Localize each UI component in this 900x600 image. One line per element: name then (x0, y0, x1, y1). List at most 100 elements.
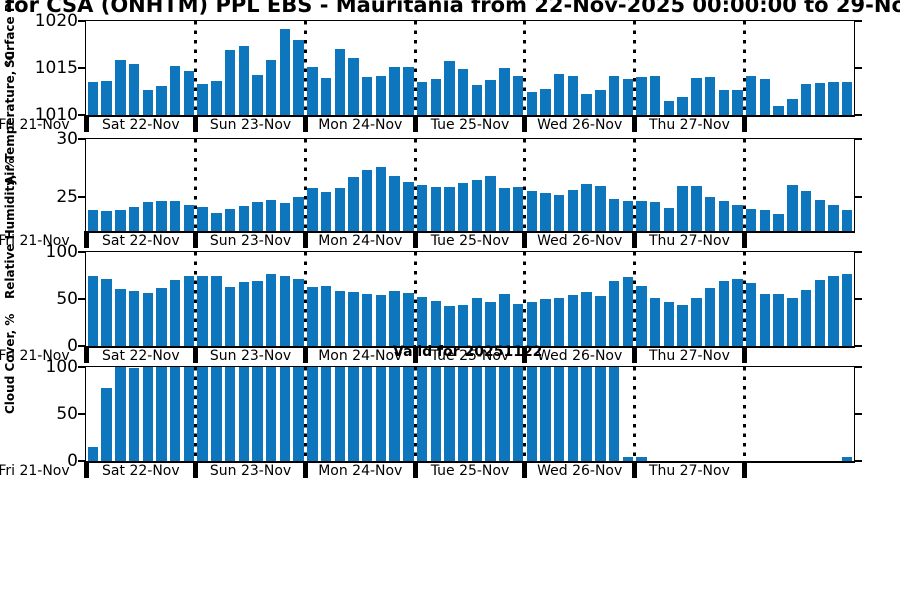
x-tick-mark (83, 231, 89, 248)
cloud-cover-bar (348, 367, 359, 461)
x-tick-mark (83, 461, 89, 478)
cloud-cover-bar (499, 367, 510, 461)
cloud-cover-bar (334, 367, 345, 461)
surface-pressure-bar (636, 77, 647, 115)
surface-pressure-bar (334, 49, 345, 115)
surface-pressure-bar (224, 50, 236, 115)
x-tick-label: Mon 24-Nov (318, 463, 403, 479)
relative-humidity-bar (320, 285, 332, 346)
surface-pressure-bar (279, 28, 291, 115)
relative-humidity-bar (499, 294, 510, 346)
x-tick-mark (741, 231, 747, 248)
relative-humidity-bar (718, 281, 729, 346)
surface-pressure-bar (567, 76, 579, 115)
air-temperature-bar (553, 195, 565, 231)
air-temperature-bar (211, 212, 222, 231)
x-tick-label-fri: Fri 21-Nov (0, 233, 70, 249)
relative-humidity-bar (293, 279, 304, 346)
surface-pressure-bar (348, 57, 359, 115)
air-temperature-bar (320, 191, 332, 231)
surface-pressure-bar (649, 75, 661, 115)
air-temperature-bar (224, 209, 236, 231)
surface-pressure-bar (553, 73, 565, 115)
cloud-cover-bar (265, 367, 277, 461)
air-temperature-bar (745, 209, 757, 231)
surface-pressure-bar (444, 61, 455, 115)
day-boundary-gridline (742, 21, 746, 115)
air-temperature-bar (759, 210, 771, 231)
x-tick-label: Sat 22-Nov (102, 233, 180, 249)
surface-pressure-bar (320, 78, 332, 115)
surface-pressure-bar (677, 97, 688, 115)
cloud-cover-bar (211, 367, 222, 461)
relative-humidity-bar (265, 273, 277, 346)
relative-humidity-bar (800, 289, 812, 346)
x-tick-mark (193, 461, 199, 478)
cloud-cover-bar (841, 457, 853, 461)
relative-humidity-bar (252, 281, 263, 346)
x-tick-mark (522, 231, 528, 248)
air-temperature-bar (115, 210, 126, 231)
y-tick-mark (78, 138, 86, 140)
surface-pressure-bar (800, 83, 812, 115)
y-tick-mark (78, 114, 86, 116)
air-temperature-bar (622, 201, 633, 231)
x-tick-mark (412, 461, 418, 478)
cloud-cover-bar (101, 387, 112, 461)
cloud-cover-bar (375, 367, 387, 461)
cloud-cover-bar (567, 367, 579, 461)
cloud-cover-bar (403, 367, 414, 461)
x-tick-label: Sun 23-Nov (209, 117, 292, 133)
x-tick-label-fri: Fri 21-Nov (0, 463, 70, 479)
relative-humidity-bar (389, 291, 400, 346)
surface-pressure-bar (622, 79, 633, 115)
relative-humidity-bar (471, 298, 483, 346)
y-tick-mark (854, 413, 862, 415)
surface-pressure-bar (485, 80, 496, 115)
relative-humidity-bar (663, 301, 675, 346)
x-tick-mark (193, 346, 199, 363)
relative-humidity-bar (87, 275, 99, 346)
relative-humidity-bar (334, 291, 345, 346)
x-tick-label: Thu 27-Nov (648, 348, 730, 364)
y-tick-label: 30 (56, 129, 78, 149)
y-tick-label: 1020 (34, 11, 78, 31)
x-tick-label: Tue 25-Nov (430, 117, 510, 133)
x-tick-label: Wed 26-Nov (537, 117, 623, 133)
day-boundary-gridline (194, 139, 198, 231)
surface-pressure-bar (581, 94, 592, 115)
y-tick-mark (78, 460, 86, 462)
air-temperature-bar (183, 204, 195, 231)
x-tick-label: Mon 24-Nov (318, 233, 403, 249)
relative-humidity-bar (636, 285, 647, 346)
surface-pressure-bar (828, 82, 839, 115)
relative-humidity-bar (759, 294, 771, 346)
relative-humidity-bar (375, 295, 387, 346)
x-tick-mark (522, 115, 528, 132)
cloud-cover-bar (416, 367, 428, 461)
air-temperature-bar (704, 196, 716, 231)
relative-humidity-bar (526, 301, 537, 346)
air-temperature-bar (197, 206, 208, 231)
surface-pressure-bar (265, 60, 277, 115)
relative-humidity-bar (553, 298, 565, 346)
surface-pressure-bar (293, 39, 304, 115)
x-tick-mark (522, 461, 528, 478)
y-tick-label: 25 (56, 186, 78, 207)
surface-pressure-bar (211, 81, 222, 115)
day-boundary-gridline (194, 252, 198, 346)
y-tick-mark (78, 20, 86, 22)
relative-humidity-bar (608, 281, 620, 346)
relative-humidity-bar (512, 303, 524, 346)
day-boundary-gridline (523, 252, 527, 346)
cloud-cover-bar (224, 367, 236, 461)
relative-humidity-bar (224, 286, 236, 346)
surface-pressure-bar (361, 77, 373, 115)
day-boundary-gridline (194, 367, 198, 461)
y-tick-mark (854, 67, 862, 69)
cloud-cover-bar (389, 367, 400, 461)
surface-pressure-panel: 1020 1015 1010 Sat 22-Nov Sun 23-Nov Mon 24-N… (0, 0, 862, 133)
cloud-cover-bar (197, 367, 208, 461)
y-tick-mark (854, 138, 862, 140)
surface-pressure-bar (595, 89, 606, 115)
